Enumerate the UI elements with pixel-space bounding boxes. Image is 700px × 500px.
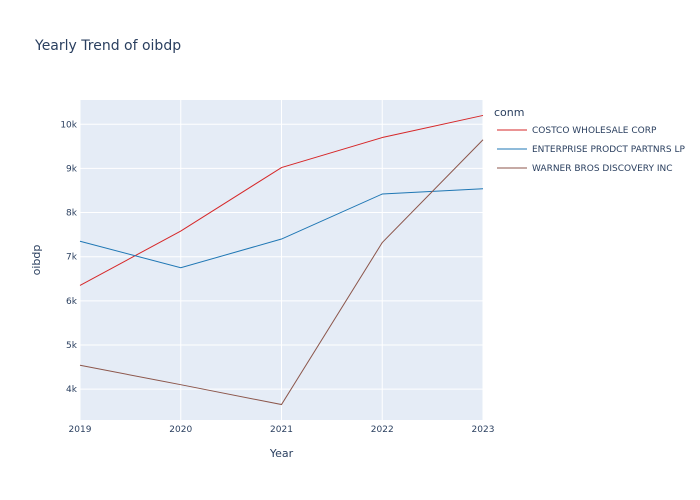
x-tick-label: 2021 [270,425,293,435]
x-axis-ticks: 2019 2020 2021 2022 2023 [69,425,495,435]
legend-label: COSTCO WHOLESALE CORP [532,126,657,136]
y-tick-label: 8k [66,209,78,219]
y-axis-ticks: 4k 5k 6k 7k 8k 9k 10k [60,120,77,395]
y-tick-label: 9k [66,164,78,174]
chart-title: Yearly Trend of oibdp [34,38,181,54]
x-axis-title: Year [269,447,294,460]
series-line [79,188,484,269]
y-tick-label: 7k [66,253,78,263]
legend-label: ENTERPRISE PRODCT PARTNRS LP [532,145,685,155]
x-tick-label: 2022 [371,425,394,435]
y-axis-title: oibdp [30,245,43,276]
y-tick-label: 5k [66,341,78,351]
x-tick-label: 2023 [472,425,495,435]
y-tick-label: 4k [66,385,78,395]
x-tick-label: 2019 [69,425,92,435]
gridlines [79,100,484,420]
legend: conm COSTCO WHOLESALE CORP ENTERPRISE PRO… [494,106,685,174]
legend-label: WARNER BROS DISCOVERY INC [532,164,673,174]
series-line [79,114,484,286]
legend-title: conm [494,106,524,119]
y-tick-label: 10k [60,120,77,130]
x-tick-label: 2020 [169,425,192,435]
series-lines [79,114,484,406]
series-line [79,139,484,406]
y-tick-label: 6k [66,297,78,307]
